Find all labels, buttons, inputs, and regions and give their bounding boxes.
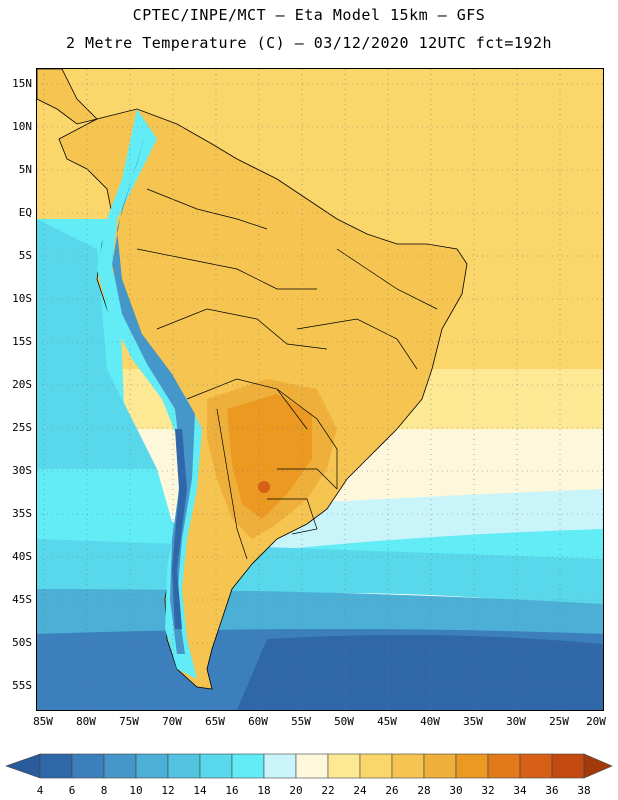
colorbar-swatch bbox=[391, 753, 425, 779]
pacific-cool-band bbox=[37, 219, 157, 469]
colorbar-swatch bbox=[103, 753, 137, 779]
country-borders bbox=[136, 188, 438, 560]
temperature-colorbar bbox=[5, 753, 613, 779]
colorbar-tick-label: 16 bbox=[225, 784, 239, 797]
lat-label-5n: 5N bbox=[18, 163, 32, 176]
colorbar-tick-label: 10 bbox=[129, 784, 143, 797]
lat-label-25s: 25S bbox=[12, 421, 32, 434]
lat-label-5s: 5S bbox=[18, 249, 32, 262]
temperature-map bbox=[36, 68, 604, 711]
lat-label-55s: 55S bbox=[12, 679, 32, 692]
lon-label-45w: 45W bbox=[377, 715, 397, 728]
lon-label-65w: 65W bbox=[205, 715, 225, 728]
colorbar-under-arrow bbox=[5, 753, 41, 779]
central-america-land bbox=[37, 69, 98, 125]
lat-label-45s: 45S bbox=[12, 593, 32, 606]
lat-label-35s: 35S bbox=[12, 507, 32, 520]
colorbar-swatch bbox=[231, 753, 265, 779]
graticule bbox=[37, 69, 603, 710]
colorbar-tick-label: 26 bbox=[385, 784, 399, 797]
lat-label-50s: 50S bbox=[12, 636, 32, 649]
colorbar-swatch bbox=[455, 753, 489, 779]
colorbar-swatch bbox=[423, 753, 457, 779]
colorbar-swatch bbox=[487, 753, 521, 779]
colorbar-tick-label: 38 bbox=[577, 784, 591, 797]
colorbar-tick-label: 20 bbox=[289, 784, 303, 797]
colorbar-tick-label: 14 bbox=[193, 784, 207, 797]
colorbar-tick-label: 6 bbox=[68, 784, 76, 797]
lat-label-30s: 30S bbox=[12, 464, 32, 477]
lat-label-10n: 10N bbox=[12, 120, 32, 133]
lon-label-25w: 25W bbox=[549, 715, 569, 728]
lon-label-30w: 30W bbox=[506, 715, 526, 728]
hottest-spot bbox=[258, 481, 270, 493]
lat-label-15s: 15S bbox=[12, 335, 32, 348]
colorbar-swatch bbox=[167, 753, 201, 779]
colorbar-tick-label: 32 bbox=[481, 784, 495, 797]
lon-label-60w: 60W bbox=[248, 715, 268, 728]
colorbar-swatch bbox=[263, 753, 297, 779]
colorbar-tick-label: 22 bbox=[321, 784, 335, 797]
colorbar-tick-label: 12 bbox=[161, 784, 175, 797]
lat-label-20s: 20S bbox=[12, 378, 32, 391]
lon-label-55w: 55W bbox=[291, 715, 311, 728]
colorbar-tick-label: 18 bbox=[257, 784, 271, 797]
andes-ridge-mid bbox=[112, 129, 195, 654]
lon-label-70w: 70W bbox=[162, 715, 182, 728]
lon-label-80w: 80W bbox=[76, 715, 96, 728]
colorbar-swatch bbox=[199, 753, 233, 779]
colorbar-over-arrow bbox=[583, 753, 613, 779]
colorbar-swatches bbox=[5, 753, 613, 779]
colorbar-swatch bbox=[135, 753, 169, 779]
colorbar-tick-label: 4 bbox=[36, 784, 44, 797]
colorbar-tick-label: 36 bbox=[545, 784, 559, 797]
pacific-cyan-band bbox=[37, 469, 177, 539]
lat-label-40s: 40S bbox=[12, 550, 32, 563]
map-title: CPTEC/INPE/MCT – Eta Model 15km – GFS bbox=[132, 6, 486, 24]
colorbar-tick-label: 8 bbox=[100, 784, 108, 797]
hotter-core-region bbox=[227, 394, 312, 519]
colorbar-swatch bbox=[39, 753, 73, 779]
colorbar-swatch bbox=[551, 753, 585, 779]
lon-label-75w: 75W bbox=[119, 715, 139, 728]
colorbar-swatch bbox=[295, 753, 329, 779]
colorbar-tick-label: 28 bbox=[417, 784, 431, 797]
colorbar-swatch bbox=[71, 753, 105, 779]
andes-ridge-peak bbox=[172, 429, 187, 629]
colorbar-tick-label: 30 bbox=[449, 784, 463, 797]
ocean-band-cold-deep bbox=[237, 635, 603, 710]
colorbar-swatch bbox=[519, 753, 553, 779]
lat-label-15n: 15N bbox=[12, 77, 32, 90]
colorbar-swatch bbox=[359, 753, 393, 779]
lon-label-35w: 35W bbox=[463, 715, 483, 728]
colorbar-tick-label: 24 bbox=[353, 784, 367, 797]
lat-label-10s: 10S bbox=[12, 292, 32, 305]
colorbar-tick-label: 34 bbox=[513, 784, 527, 797]
lon-label-50w: 50W bbox=[334, 715, 354, 728]
lon-label-40w: 40W bbox=[420, 715, 440, 728]
lon-label-85w: 85W bbox=[33, 715, 53, 728]
map-canvas bbox=[37, 69, 603, 710]
lon-label-20w: 20W bbox=[586, 715, 606, 728]
map-subtitle: 2 Metre Temperature (C) – 03/12/2020 12U… bbox=[65, 34, 553, 52]
lat-label-eq: EQ bbox=[18, 206, 32, 219]
colorbar-swatch bbox=[327, 753, 361, 779]
